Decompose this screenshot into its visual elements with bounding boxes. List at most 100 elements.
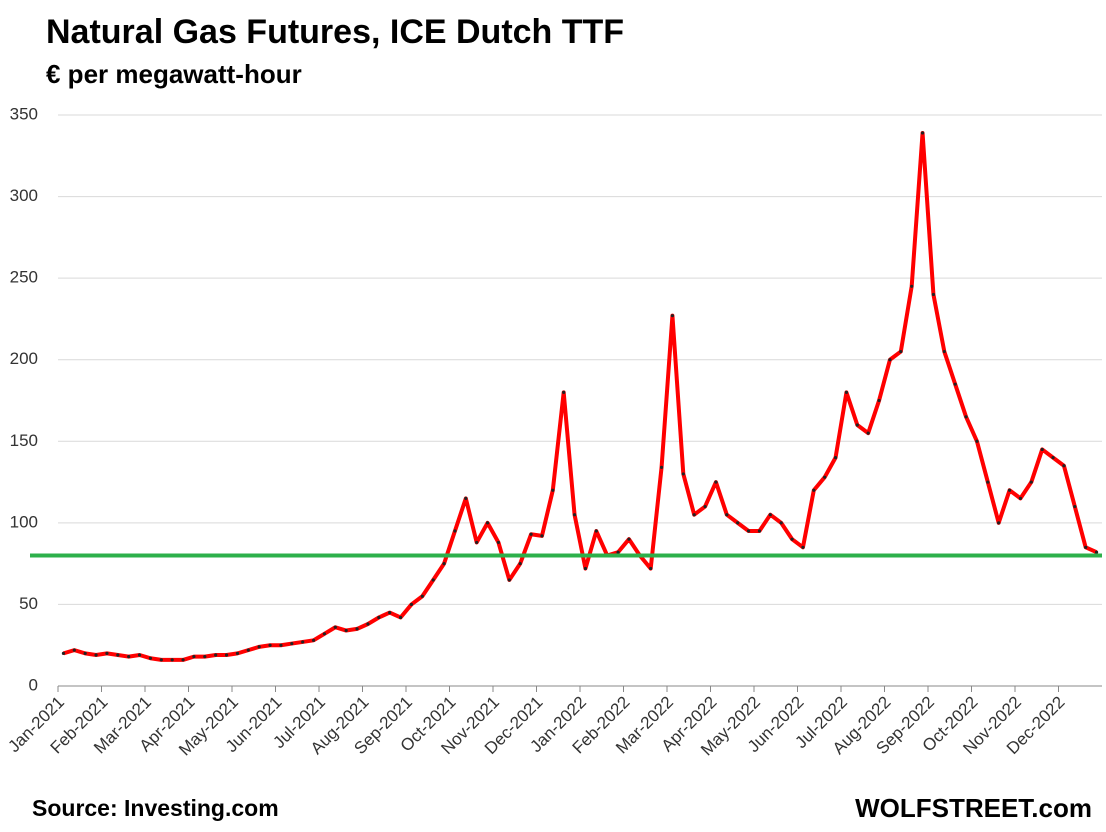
point (670, 314, 675, 318)
y-tick-label: 150 (10, 431, 38, 450)
point (942, 349, 946, 354)
point (594, 529, 598, 533)
point (72, 648, 76, 652)
point (464, 496, 468, 500)
point (627, 537, 631, 541)
point (746, 529, 751, 533)
point (279, 643, 283, 647)
point (725, 513, 729, 517)
point (268, 643, 272, 647)
point (757, 529, 762, 533)
point (1018, 496, 1023, 500)
point (518, 562, 522, 566)
point (203, 655, 207, 659)
point (1073, 504, 1077, 509)
point (790, 537, 794, 541)
y-tick-label: 250 (10, 268, 38, 287)
point (877, 398, 881, 403)
point (975, 439, 979, 443)
point (257, 645, 261, 649)
point (529, 532, 533, 536)
point (812, 488, 816, 492)
point (692, 513, 696, 517)
point (736, 521, 740, 525)
line (62, 130, 1098, 662)
point (388, 610, 392, 615)
point (116, 653, 120, 657)
point (616, 550, 620, 554)
point (507, 578, 511, 582)
point (246, 648, 250, 652)
point (997, 521, 1001, 525)
y-tick-label: 350 (10, 104, 38, 123)
y-tick-label: 100 (10, 512, 38, 531)
point (964, 415, 968, 419)
point (866, 431, 870, 435)
point (910, 284, 914, 288)
y-tick-label: 0 (29, 675, 38, 694)
y-tick-label: 200 (10, 349, 38, 368)
point (453, 529, 457, 533)
point (801, 545, 805, 549)
y-tick-label: 50 (19, 594, 38, 613)
point (920, 131, 925, 135)
point (953, 382, 957, 386)
point (94, 653, 98, 657)
point (833, 456, 838, 460)
point (366, 622, 370, 626)
point (181, 658, 185, 662)
point (301, 640, 305, 644)
point (137, 653, 142, 657)
point (333, 625, 337, 629)
point (442, 562, 446, 566)
point (224, 653, 229, 657)
point (681, 472, 685, 476)
point (496, 540, 501, 545)
point (127, 655, 131, 659)
point (540, 534, 544, 538)
point (485, 521, 490, 525)
point (420, 594, 424, 598)
point (431, 578, 435, 582)
point (649, 566, 653, 571)
point (562, 390, 566, 394)
point (377, 615, 381, 620)
point (703, 504, 707, 509)
point (899, 349, 903, 354)
point (398, 615, 403, 620)
point (159, 658, 163, 662)
point (475, 540, 479, 545)
point (1029, 480, 1033, 484)
point (148, 656, 153, 660)
point (986, 480, 990, 484)
point (83, 651, 87, 655)
point (1040, 447, 1044, 452)
point (409, 602, 414, 607)
brand: WOLFSTREET.com (855, 793, 1092, 823)
source: Source: Investing.com (32, 795, 279, 821)
point (344, 628, 348, 633)
point (572, 513, 577, 517)
point (779, 521, 783, 525)
point (61, 651, 66, 655)
point (714, 480, 718, 484)
point (659, 465, 664, 469)
point (855, 423, 859, 427)
point (170, 658, 174, 662)
point (311, 638, 316, 642)
point (551, 488, 555, 492)
point (214, 653, 218, 657)
chart-title: Natural Gas Futures, ICE Dutch TTF (46, 13, 624, 51)
y-tick-label: 300 (10, 186, 38, 205)
point (1084, 545, 1088, 549)
point (1062, 464, 1066, 468)
chart-subtitle: € per megawatt-hour (46, 59, 302, 89)
point (583, 566, 588, 571)
point (844, 390, 849, 394)
point (888, 358, 892, 362)
point (290, 641, 294, 646)
point (1094, 550, 1099, 554)
point (235, 651, 240, 655)
point (105, 651, 109, 655)
